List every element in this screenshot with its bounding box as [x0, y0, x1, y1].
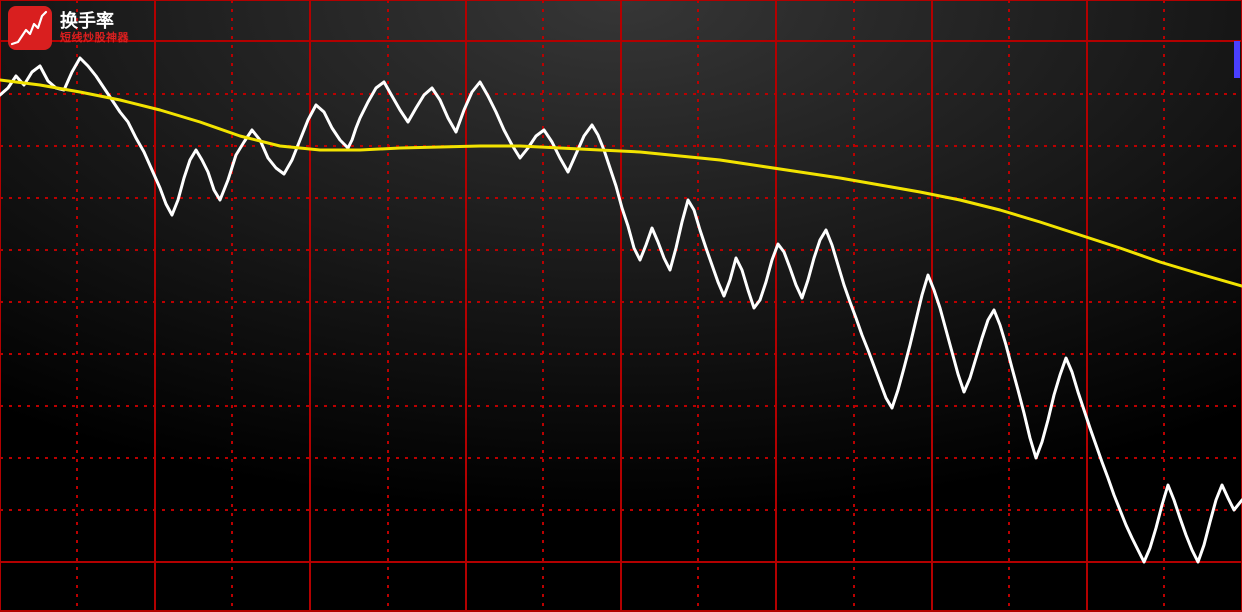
- stock-chart-panel[interactable]: 换手率 短线炒股神器: [0, 0, 1242, 612]
- chart-canvas: [0, 0, 1242, 612]
